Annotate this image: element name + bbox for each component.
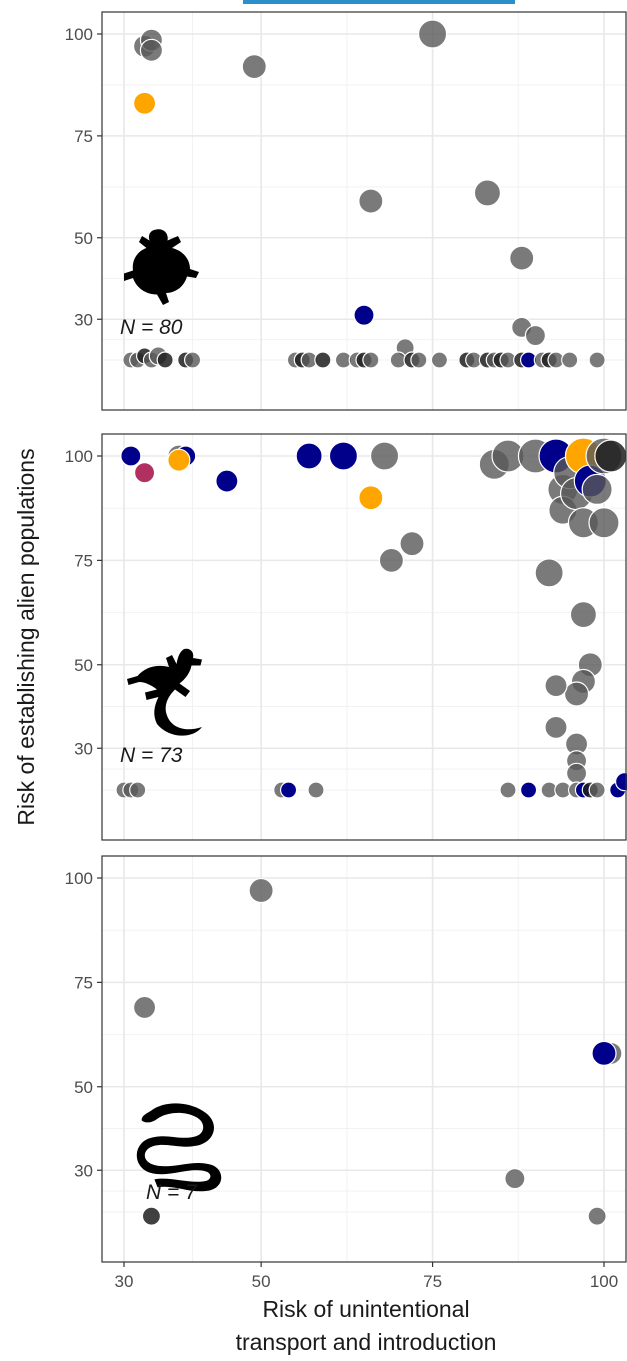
y-tick-label: 75 [74, 127, 93, 146]
data-point [183, 351, 202, 369]
top-accent-bar [243, 0, 515, 4]
panel-snakes: 30 50 75 100 N = 7 [65, 855, 627, 1263]
data-point [504, 1167, 526, 1190]
data-point [473, 179, 502, 207]
data-point [399, 531, 425, 557]
data-point [215, 469, 239, 493]
data-point [430, 351, 449, 369]
data-point [307, 781, 325, 799]
y-tick-label: 100 [65, 25, 93, 44]
data-point [156, 351, 174, 369]
data-point [358, 188, 384, 214]
lizard-icon [127, 648, 202, 736]
data-point [544, 674, 568, 698]
x-tick-label: 30 [115, 1272, 134, 1291]
data-point [132, 995, 157, 1020]
x-axis-title-line1: Risk of unintentional [262, 1296, 469, 1322]
y-tick-label: 100 [65, 869, 93, 888]
y-tick-label: 50 [74, 656, 93, 675]
snake-icon [136, 1103, 222, 1192]
data-point [581, 473, 613, 505]
data-point [588, 781, 606, 799]
data-point [358, 485, 384, 511]
data-point [410, 351, 428, 369]
data-point [587, 1206, 607, 1226]
data-point [588, 507, 620, 539]
panel-lizards: 30 50 75 100 N = 73 [65, 433, 627, 841]
panel-amphibians: 30 50 75 100 N = 80 [65, 11, 627, 411]
data-point [120, 445, 142, 467]
y-tick-label: 30 [74, 739, 93, 758]
x-axis-title-line2: transport and introduction [236, 1329, 497, 1355]
data-point [132, 91, 157, 115]
panel-border [101, 11, 627, 411]
y-tick-label: 100 [65, 447, 93, 466]
data-point [295, 442, 323, 470]
data-point [328, 441, 359, 471]
x-tick-label: 75 [423, 1272, 442, 1291]
n-label: N = 80 [120, 316, 183, 339]
data-point [519, 781, 538, 799]
x-tick-label: 50 [252, 1272, 271, 1291]
data-point [534, 558, 564, 588]
y-tick-label: 75 [74, 551, 93, 570]
data-point [509, 245, 535, 271]
data-point [362, 351, 380, 369]
data-point [569, 601, 598, 629]
data-point [167, 448, 191, 472]
data-point [563, 681, 590, 707]
data-point [241, 53, 267, 80]
data-point [248, 877, 274, 904]
data-point [279, 781, 298, 799]
n-label: N = 7 [146, 1181, 198, 1204]
data-point [565, 762, 588, 784]
y-tick-label: 30 [74, 1161, 93, 1180]
data-point [129, 781, 147, 799]
data-point [594, 439, 627, 473]
y-axis-title: Risk of establishing alien populations [13, 448, 39, 825]
data-point [369, 441, 400, 471]
data-point [591, 1040, 617, 1066]
data-point [417, 19, 448, 49]
data-point [139, 38, 164, 62]
y-tick-label: 75 [74, 973, 93, 992]
frog-icon [124, 229, 199, 305]
data-point [588, 351, 606, 369]
data-point [524, 324, 547, 347]
data-point [544, 715, 568, 739]
x-tick-label: 100 [590, 1272, 618, 1291]
y-tick-label: 50 [74, 1078, 93, 1097]
data-point [499, 781, 517, 799]
panel-background [102, 856, 626, 1262]
panel-border [101, 855, 627, 1263]
data-point [141, 1206, 162, 1226]
n-label: N = 73 [120, 744, 183, 767]
data-point [133, 462, 156, 484]
data-point [378, 547, 405, 573]
data-point [614, 772, 627, 792]
data-point [314, 351, 332, 369]
data-point [353, 304, 375, 326]
y-tick-label: 30 [74, 310, 93, 329]
data-point [561, 351, 579, 369]
panel-border [101, 433, 627, 841]
y-tick-label: 50 [74, 229, 93, 248]
